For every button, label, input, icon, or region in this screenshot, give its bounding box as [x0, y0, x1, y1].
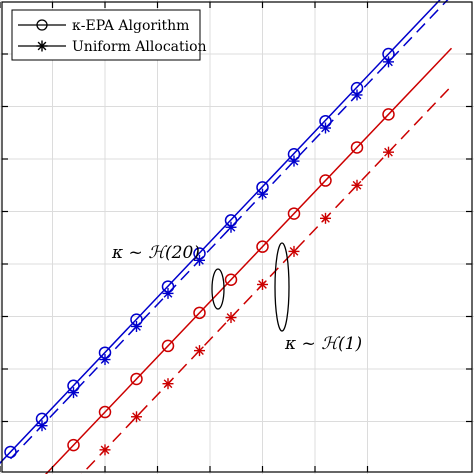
data-point-circle [350, 141, 364, 154]
data-point-asterisk-stroke [226, 222, 236, 232]
legend-box [11, 9, 201, 61]
data-point-asterisk [99, 354, 111, 366]
data-point-asterisk [162, 378, 174, 390]
data-point-asterisk-stroke [132, 322, 141, 331]
series-layer [0, 0, 453, 474]
data-point-asterisk [320, 212, 331, 224]
data-point-circle [130, 372, 143, 386]
data-point-asterisk-stroke [195, 346, 204, 356]
data-point-asterisk-stroke [132, 412, 141, 422]
data-point-asterisk-stroke [226, 313, 236, 322]
legend-label-epa: κ-EPA Algorithm [72, 18, 189, 34]
data-point-asterisk-stroke [352, 180, 362, 190]
data-point-circle [67, 438, 80, 452]
series-3 [80, 85, 453, 474]
data-point-asterisk-stroke [384, 147, 393, 157]
data-point-circle [224, 273, 238, 286]
data-point-asterisk-stroke [100, 355, 110, 364]
data-point-asterisk [131, 320, 142, 332]
data-point-circle [256, 240, 269, 253]
data-point-asterisk-stroke [352, 90, 362, 100]
data-point-asterisk [351, 89, 363, 101]
data-point-asterisk [257, 188, 268, 200]
annotation-h20: κ ~ ℋ(20) [111, 243, 200, 263]
legend-asterisk [36, 40, 48, 52]
data-point-circle [193, 306, 206, 320]
series-line [0, 0, 441, 465]
data-point-asterisk [68, 387, 79, 399]
data-point-asterisk [320, 122, 331, 134]
series-2 [44, 47, 453, 474]
data-point-circle [382, 108, 395, 121]
data-point-asterisk [194, 345, 205, 357]
data-point-asterisk-stroke [163, 289, 173, 298]
legend-circle-marker [36, 19, 48, 31]
legend-entry-epa: κ-EPA Algorithm [18, 18, 189, 34]
data-point-asterisk-stroke [163, 379, 173, 389]
series-1 [9, 0, 449, 460]
data-point-asterisk [257, 278, 268, 290]
ellipse-h1 [274, 242, 290, 332]
data-point-circle [161, 339, 175, 353]
legend-entry-uniform: Uniform Allocation [18, 39, 207, 55]
data-point-circle [287, 207, 301, 220]
series-0 [0, 0, 441, 465]
data-point-asterisk-stroke [195, 255, 204, 265]
data-point-asterisk [131, 411, 142, 423]
data-point-asterisk [225, 221, 237, 233]
ellipse-h20 [211, 268, 225, 310]
legend-label-uniform: Uniform Allocation [72, 39, 207, 55]
data-point-asterisk [36, 420, 48, 432]
annotations: κ ~ ℋ(20) κ ~ ℋ(1) [111, 242, 362, 354]
data-point-asterisk [162, 287, 174, 299]
data-point-asterisk-stroke [69, 388, 78, 398]
data-point-asterisk-stroke [321, 213, 330, 223]
data-point-asterisk [288, 155, 300, 167]
series-line [9, 0, 449, 460]
legend: κ-EPA Algorithm Uniform Allocation [11, 9, 207, 61]
data-point-asterisk [225, 312, 237, 324]
data-point-asterisk [351, 179, 363, 191]
series-line [44, 47, 453, 474]
data-point-asterisk [99, 444, 111, 456]
data-point-asterisk [288, 245, 300, 257]
annotation-h1: κ ~ ℋ(1) [284, 334, 362, 354]
legend-asterisk-stroke [37, 41, 47, 51]
data-point-asterisk-stroke [258, 189, 267, 199]
data-point-asterisk-stroke [289, 247, 299, 256]
data-point-asterisk-stroke [289, 156, 299, 166]
data-point-circle [319, 174, 332, 187]
data-point-asterisk-stroke [258, 280, 267, 289]
data-point-asterisk [383, 146, 394, 158]
data-point-asterisk-stroke [37, 421, 47, 431]
legend-asterisk-marker [36, 40, 48, 52]
data-point-asterisk [194, 254, 205, 266]
data-point-circle [98, 405, 112, 419]
data-point-asterisk-stroke [100, 445, 110, 455]
data-point-asterisk-stroke [321, 123, 330, 133]
data-point-asterisk [383, 56, 394, 68]
data-point-asterisk-stroke [384, 57, 393, 67]
